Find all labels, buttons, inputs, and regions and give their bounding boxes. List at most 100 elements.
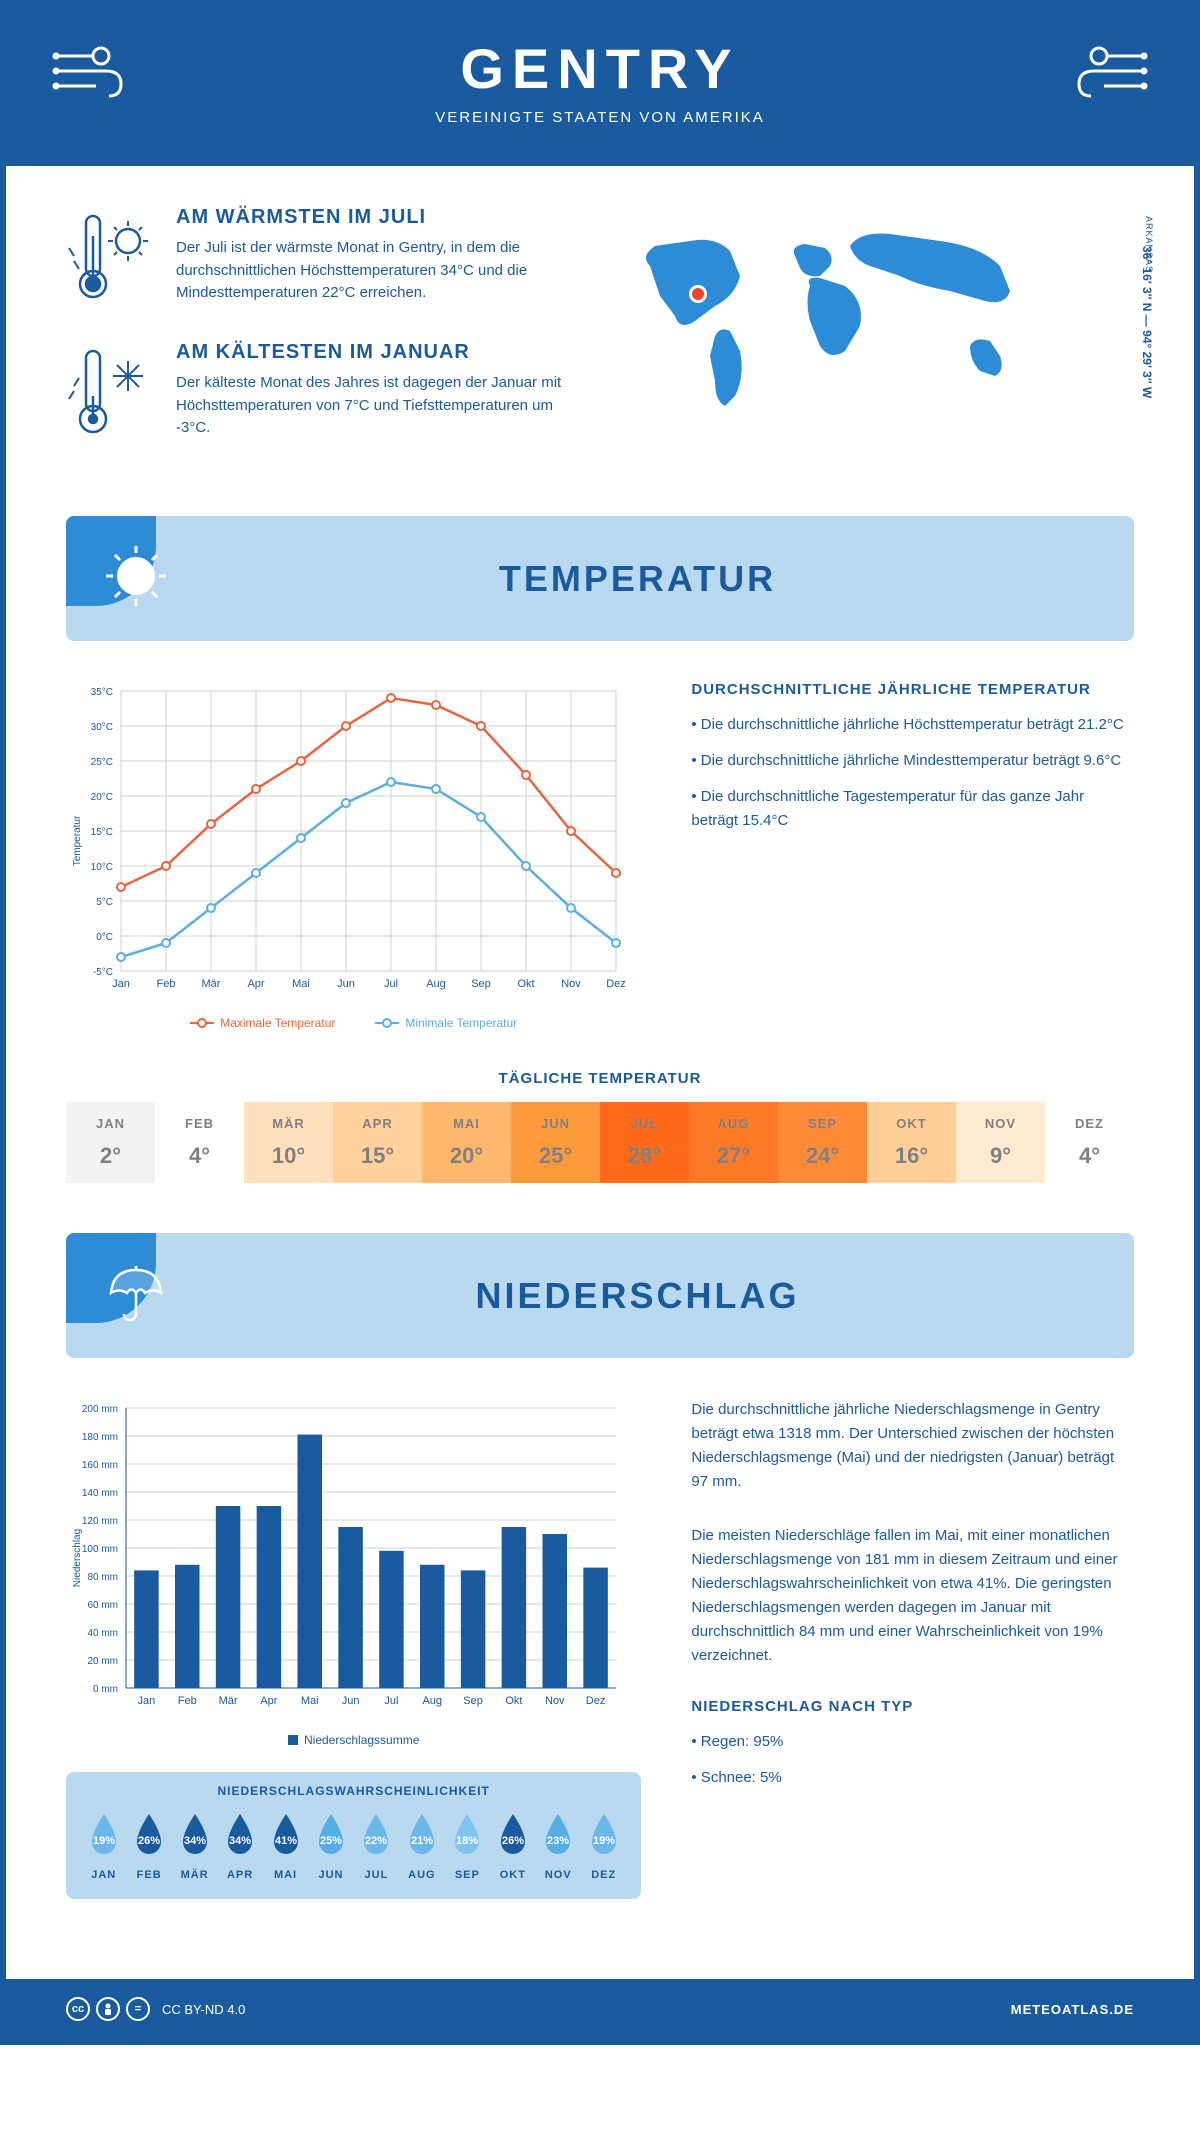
annual-bullet-2: • Die durchschnittliche Tagestemperatur … <box>691 785 1134 833</box>
svg-text:Jul: Jul <box>384 978 398 990</box>
cc-icons: cc = <box>66 1997 150 2021</box>
svg-text:Mär: Mär <box>202 978 221 990</box>
content: AM WÄRMSTEN IM JULI Der Juli ist der wär… <box>6 166 1194 1979</box>
precip-type-0: • Regen: 95% <box>691 1730 1134 1754</box>
svg-text:200 mm: 200 mm <box>82 1404 118 1415</box>
svg-text:40 mm: 40 mm <box>87 1628 118 1639</box>
daily-temperature: TÄGLICHE TEMPERATUR JAN2°FEB4°MÄR10°APR1… <box>66 1070 1134 1183</box>
temperature-annual-text: DURCHSCHNITTLICHE JÄHRLICHE TEMPERATUR •… <box>691 681 1134 1030</box>
svg-text:10°C: 10°C <box>91 862 113 873</box>
svg-text:15°C: 15°C <box>91 827 113 838</box>
svg-text:34%: 34% <box>229 1835 251 1847</box>
svg-text:Aug: Aug <box>422 1695 442 1707</box>
daily-temp-cell: APR15° <box>333 1102 422 1183</box>
svg-text:0 mm: 0 mm <box>93 1684 118 1695</box>
svg-text:22%: 22% <box>365 1835 387 1847</box>
daily-temp-cell: JAN2° <box>66 1102 155 1183</box>
intro-facts: AM WÄRMSTEN IM JULI Der Juli ist der wär… <box>66 206 580 476</box>
daily-temp-cell: MÄR10° <box>244 1102 333 1183</box>
svg-text:26%: 26% <box>502 1835 524 1847</box>
svg-text:Nov: Nov <box>561 978 581 990</box>
precip-p1: Die durchschnittliche jährliche Niedersc… <box>691 1398 1134 1494</box>
section-header-temperature: TEMPERATUR <box>66 516 1134 641</box>
svg-text:35°C: 35°C <box>91 687 113 698</box>
precip-p2: Die meisten Niederschläge fallen im Mai,… <box>691 1524 1134 1668</box>
fact-coldest: AM KÄLTESTEN IM JANUAR Der kälteste Mona… <box>66 341 580 446</box>
page: GENTRY VEREINIGTE STAATEN VON AMERIKA AM… <box>0 0 1200 2045</box>
coordinates: 36° 16′ 3″ N — 94° 29′ 3″ W <box>1140 246 1154 398</box>
svg-text:160 mm: 160 mm <box>82 1460 118 1471</box>
precip-prob-drop: 22%JUL <box>354 1810 399 1881</box>
daily-temp-cell: SEP24° <box>778 1102 867 1183</box>
svg-text:80 mm: 80 mm <box>87 1572 118 1583</box>
footer-site: METEOATLAS.DE <box>1011 2002 1134 2017</box>
svg-text:180 mm: 180 mm <box>82 1432 118 1443</box>
svg-text:26%: 26% <box>138 1835 160 1847</box>
fact-cold-text: Der kälteste Monat des Jahres ist dagege… <box>176 372 580 440</box>
svg-text:Jun: Jun <box>342 1695 360 1707</box>
svg-text:20 mm: 20 mm <box>87 1656 118 1667</box>
svg-text:23%: 23% <box>547 1835 569 1847</box>
nd-icon: = <box>126 1997 150 2021</box>
precip-prob-drop: 19%DEZ <box>581 1810 626 1881</box>
daily-temp-cell: MAI20° <box>422 1102 511 1183</box>
legend-min: Minimale Temperatur <box>405 1016 517 1030</box>
precip-prob-drop: 41%MAI <box>263 1810 308 1881</box>
precip-legend: Niederschlagssumme <box>66 1733 641 1747</box>
svg-text:-5°C: -5°C <box>93 967 113 978</box>
temperature-chart: -5°C0°C5°C10°C15°C20°C25°C30°C35°CJanFeb… <box>66 681 641 1030</box>
thermometer-sun-icon <box>66 206 156 311</box>
precipitation-text: Die durchschnittliche jährliche Niedersc… <box>691 1398 1134 1899</box>
wind-icon <box>46 36 136 111</box>
fact-warm-text: Der Juli ist der wärmste Monat in Gentry… <box>176 237 580 305</box>
wind-icon <box>1064 36 1154 111</box>
fact-cold-title: AM KÄLTESTEN IM JANUAR <box>176 341 580 364</box>
svg-text:Temperatur: Temperatur <box>72 815 83 866</box>
svg-text:120 mm: 120 mm <box>82 1516 118 1527</box>
precip-prob-drop: 19%JAN <box>81 1810 126 1881</box>
precip-prob-drop: 21%AUG <box>399 1810 444 1881</box>
svg-text:Okt: Okt <box>505 1695 522 1707</box>
page-title: GENTRY <box>26 36 1174 101</box>
precipitation-row: 0 mm 20 mm 40 mm 60 mm 80 mm 100 mm 120 mm 140 … <box>66 1398 1134 1899</box>
svg-text:Jan: Jan <box>112 978 130 990</box>
annual-bullet-1: • Die durchschnittliche jährliche Mindes… <box>691 749 1134 773</box>
intro-section: AM WÄRMSTEN IM JULI Der Juli ist der wär… <box>66 206 1134 476</box>
section-header-precipitation: NIEDERSCHLAG <box>66 1233 1134 1358</box>
svg-text:Jun: Jun <box>337 978 355 990</box>
prob-title: NIEDERSCHLAGSWAHRSCHEINLICHKEIT <box>81 1784 626 1798</box>
daily-temp-cell: NOV9° <box>956 1102 1045 1183</box>
footer: cc = CC BY-ND 4.0 METEOATLAS.DE <box>6 1979 1194 2039</box>
precip-prob-drop: 34%APR <box>217 1810 262 1881</box>
svg-text:0°C: 0°C <box>96 932 113 943</box>
svg-text:Feb: Feb <box>178 1695 197 1707</box>
cc-icon: cc <box>66 1997 90 2021</box>
svg-text:Okt: Okt <box>517 978 534 990</box>
svg-text:100 mm: 100 mm <box>82 1544 118 1555</box>
svg-text:Nov: Nov <box>545 1695 565 1707</box>
daily-temp-cell: AUG27° <box>689 1102 778 1183</box>
svg-text:19%: 19% <box>593 1835 615 1847</box>
svg-text:30°C: 30°C <box>91 722 113 733</box>
svg-text:140 mm: 140 mm <box>82 1488 118 1499</box>
daily-temp-cell: FEB4° <box>155 1102 244 1183</box>
svg-text:Feb: Feb <box>157 978 176 990</box>
precip-type-1: • Schnee: 5% <box>691 1766 1134 1790</box>
svg-text:60 mm: 60 mm <box>87 1600 118 1611</box>
svg-text:Dez: Dez <box>586 1695 606 1707</box>
precip-prob-drop: 26%FEB <box>126 1810 171 1881</box>
precip-prob-drop: 23%NOV <box>536 1810 581 1881</box>
svg-text:41%: 41% <box>275 1835 297 1847</box>
temperature-row: -5°C0°C5°C10°C15°C20°C25°C30°C35°CJanFeb… <box>66 681 1134 1030</box>
svg-text:Mär: Mär <box>219 1695 238 1707</box>
svg-text:34%: 34% <box>184 1835 206 1847</box>
svg-text:Apr: Apr <box>260 1695 277 1707</box>
svg-text:Jan: Jan <box>138 1695 156 1707</box>
world-map-svg <box>620 206 1040 436</box>
svg-text:5°C: 5°C <box>96 897 113 908</box>
daily-temp-title: TÄGLICHE TEMPERATUR <box>66 1070 1134 1087</box>
fact-warmest: AM WÄRMSTEN IM JULI Der Juli ist der wär… <box>66 206 580 311</box>
precip-prob-drop: 26%OKT <box>490 1810 535 1881</box>
svg-text:Apr: Apr <box>247 978 264 990</box>
section-title-precipitation: NIEDERSCHLAG <box>475 1275 799 1317</box>
